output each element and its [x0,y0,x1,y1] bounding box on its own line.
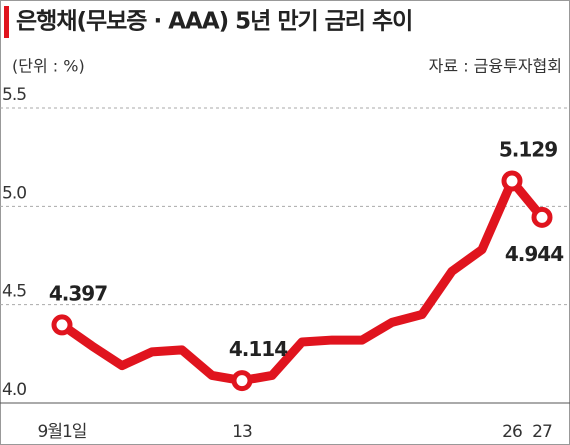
x-tick-label: 26 [502,422,522,442]
y-tick-label: 5.5 [2,85,26,105]
y-tick-label: 4.5 [2,282,26,302]
y-tick-label: 5.0 [2,183,26,203]
y-tick-label: 4.0 [2,380,26,400]
value-label: 4.397 [49,281,107,305]
line [59,176,546,386]
value-label: 5.129 [499,137,557,161]
point-marker [51,314,73,336]
point-marker [501,170,523,192]
point-marker [231,370,253,392]
x-tick-label: 27 [532,422,552,442]
title-bar [4,6,9,38]
value-label: 4.114 [229,337,287,361]
chart-title: 은행채(무보증 · AAA) 5년 만기 금리 추이 [16,9,412,35]
x-tick-label: 13 [232,422,252,442]
point-marker [531,206,553,228]
unit-label: (단위 : %) [12,57,85,76]
source-label: 자료 : 금융투자협회 [429,57,562,76]
x-tick-label: 9월1일 [38,422,87,442]
value-label: 4.944 [505,242,563,266]
